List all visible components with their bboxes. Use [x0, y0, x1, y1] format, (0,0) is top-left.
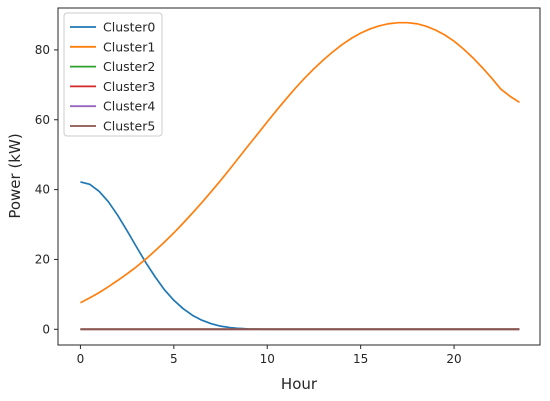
x-tick-label: 15: [353, 352, 368, 366]
plot-lines: [80, 21, 520, 331]
y-tick-label: 40: [35, 183, 50, 197]
y-tick-label: 60: [35, 113, 50, 127]
legend-label-cluster5: Cluster5: [103, 119, 155, 134]
legend-label-cluster3: Cluster3: [103, 79, 155, 94]
legend-box: [63, 12, 163, 137]
legend-label-cluster2: Cluster2: [103, 59, 155, 74]
y-tick-label: 80: [35, 43, 50, 57]
x-tick-label: 10: [260, 352, 275, 366]
legend-label-cluster4: Cluster4: [103, 99, 155, 114]
series-line-cluster0: [80, 181, 520, 331]
x-tick-label: 20: [446, 352, 461, 366]
legend-label-cluster0: Cluster0: [103, 20, 155, 35]
y-axis-ticks: 0 20 40 60 80: [35, 43, 58, 336]
x-tick-label: 0: [77, 352, 85, 366]
x-axis-ticks: 0 5 10 15 20: [77, 345, 462, 366]
legend-label-cluster1: Cluster1: [103, 39, 155, 54]
x-axis-label: Hour: [281, 375, 318, 393]
y-axis-label: Power (kW): [6, 133, 24, 218]
series-line-cluster1: [80, 21, 520, 304]
x-tick-label: 5: [170, 352, 178, 366]
y-tick-label: 20: [35, 252, 50, 266]
legend: Cluster0 Cluster1 Cluster2 Cluster3 Cluster4…: [63, 12, 163, 137]
plot-frame: [57, 7, 541, 346]
y-tick-label: 0: [42, 322, 50, 336]
